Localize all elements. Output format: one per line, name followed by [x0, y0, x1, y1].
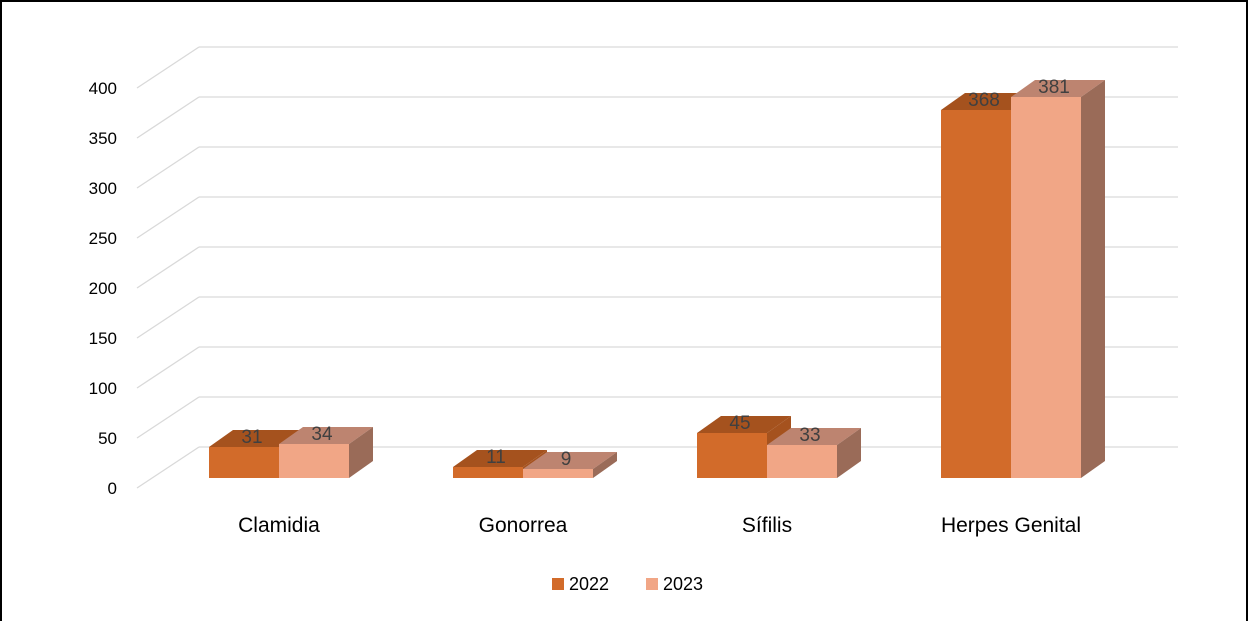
- gridline-depth: [136, 446, 200, 489]
- y-tick-label: 250: [89, 229, 117, 248]
- bar-top: [279, 427, 373, 444]
- y-axis: 0 50 100 150 200 250 300 350 400: [89, 79, 117, 498]
- data-label: 381: [1038, 77, 1070, 98]
- gridline-depth: [136, 196, 200, 239]
- gridline-depth: [136, 146, 200, 189]
- bar-side: [349, 427, 373, 478]
- y-tick-label: 0: [108, 479, 117, 498]
- bar-2023-gonorrea: [523, 469, 593, 478]
- legend-label-2023: 2023: [663, 574, 703, 594]
- data-label: 31: [241, 427, 262, 448]
- bar-side: [593, 452, 617, 478]
- x-axis: Clamidia Gonorrea Sífilis Herpes Genital: [238, 514, 1081, 537]
- bar-top: [697, 416, 791, 433]
- data-label: 33: [799, 425, 820, 446]
- y-tick-label: 50: [98, 429, 117, 448]
- gridline-depth: [136, 296, 200, 339]
- bar-top: [767, 428, 861, 445]
- x-tick-label: Clamidia: [238, 514, 320, 537]
- data-labels: 31 34 11 9 45 33 368 381: [241, 77, 1069, 470]
- bar-top: [523, 452, 617, 469]
- bar-2022-sífilis: [697, 433, 767, 478]
- gridline-depth: [136, 246, 200, 289]
- bar-2022-gonorrea: [453, 467, 523, 478]
- legend-swatch-2023: [646, 578, 658, 590]
- gridline-depth: [136, 396, 200, 439]
- data-label: 9: [561, 449, 572, 470]
- data-label: 368: [968, 90, 1000, 111]
- bar-top: [1011, 80, 1105, 97]
- y-tick-label: 150: [89, 329, 117, 348]
- gridline-depth: [136, 46, 200, 89]
- data-label: 11: [486, 447, 506, 468]
- data-label: 45: [729, 413, 750, 434]
- y-tick-label: 400: [89, 79, 117, 98]
- legend-label-2022: 2022: [569, 574, 609, 594]
- bar-top: [453, 450, 547, 467]
- data-label: 34: [311, 424, 333, 445]
- y-tick-label: 100: [89, 379, 117, 398]
- legend: 2022 2023: [552, 574, 703, 594]
- y-tick-label: 200: [89, 279, 117, 298]
- bar-2022-clamidia: [209, 447, 279, 478]
- y-tick-label: 350: [89, 129, 117, 148]
- gridline-depth: [136, 346, 200, 389]
- bar-side: [1081, 80, 1105, 478]
- bar-side: [837, 428, 861, 478]
- x-tick-label: Gonorrea: [479, 514, 568, 537]
- y-tick-label: 300: [89, 179, 117, 198]
- bar-2023-sífilis: [767, 445, 837, 478]
- x-tick-label: Herpes Genital: [941, 514, 1081, 537]
- bar-2022-herpes-genital: [941, 110, 1011, 478]
- legend-swatch-2022: [552, 578, 564, 590]
- gridline-depth: [136, 96, 200, 139]
- x-tick-label: Sífilis: [742, 514, 792, 537]
- bar-2023-herpes-genital: [1011, 97, 1081, 478]
- bars: [209, 80, 1105, 478]
- bar-2023-clamidia: [279, 444, 349, 478]
- bar-top: [209, 430, 303, 447]
